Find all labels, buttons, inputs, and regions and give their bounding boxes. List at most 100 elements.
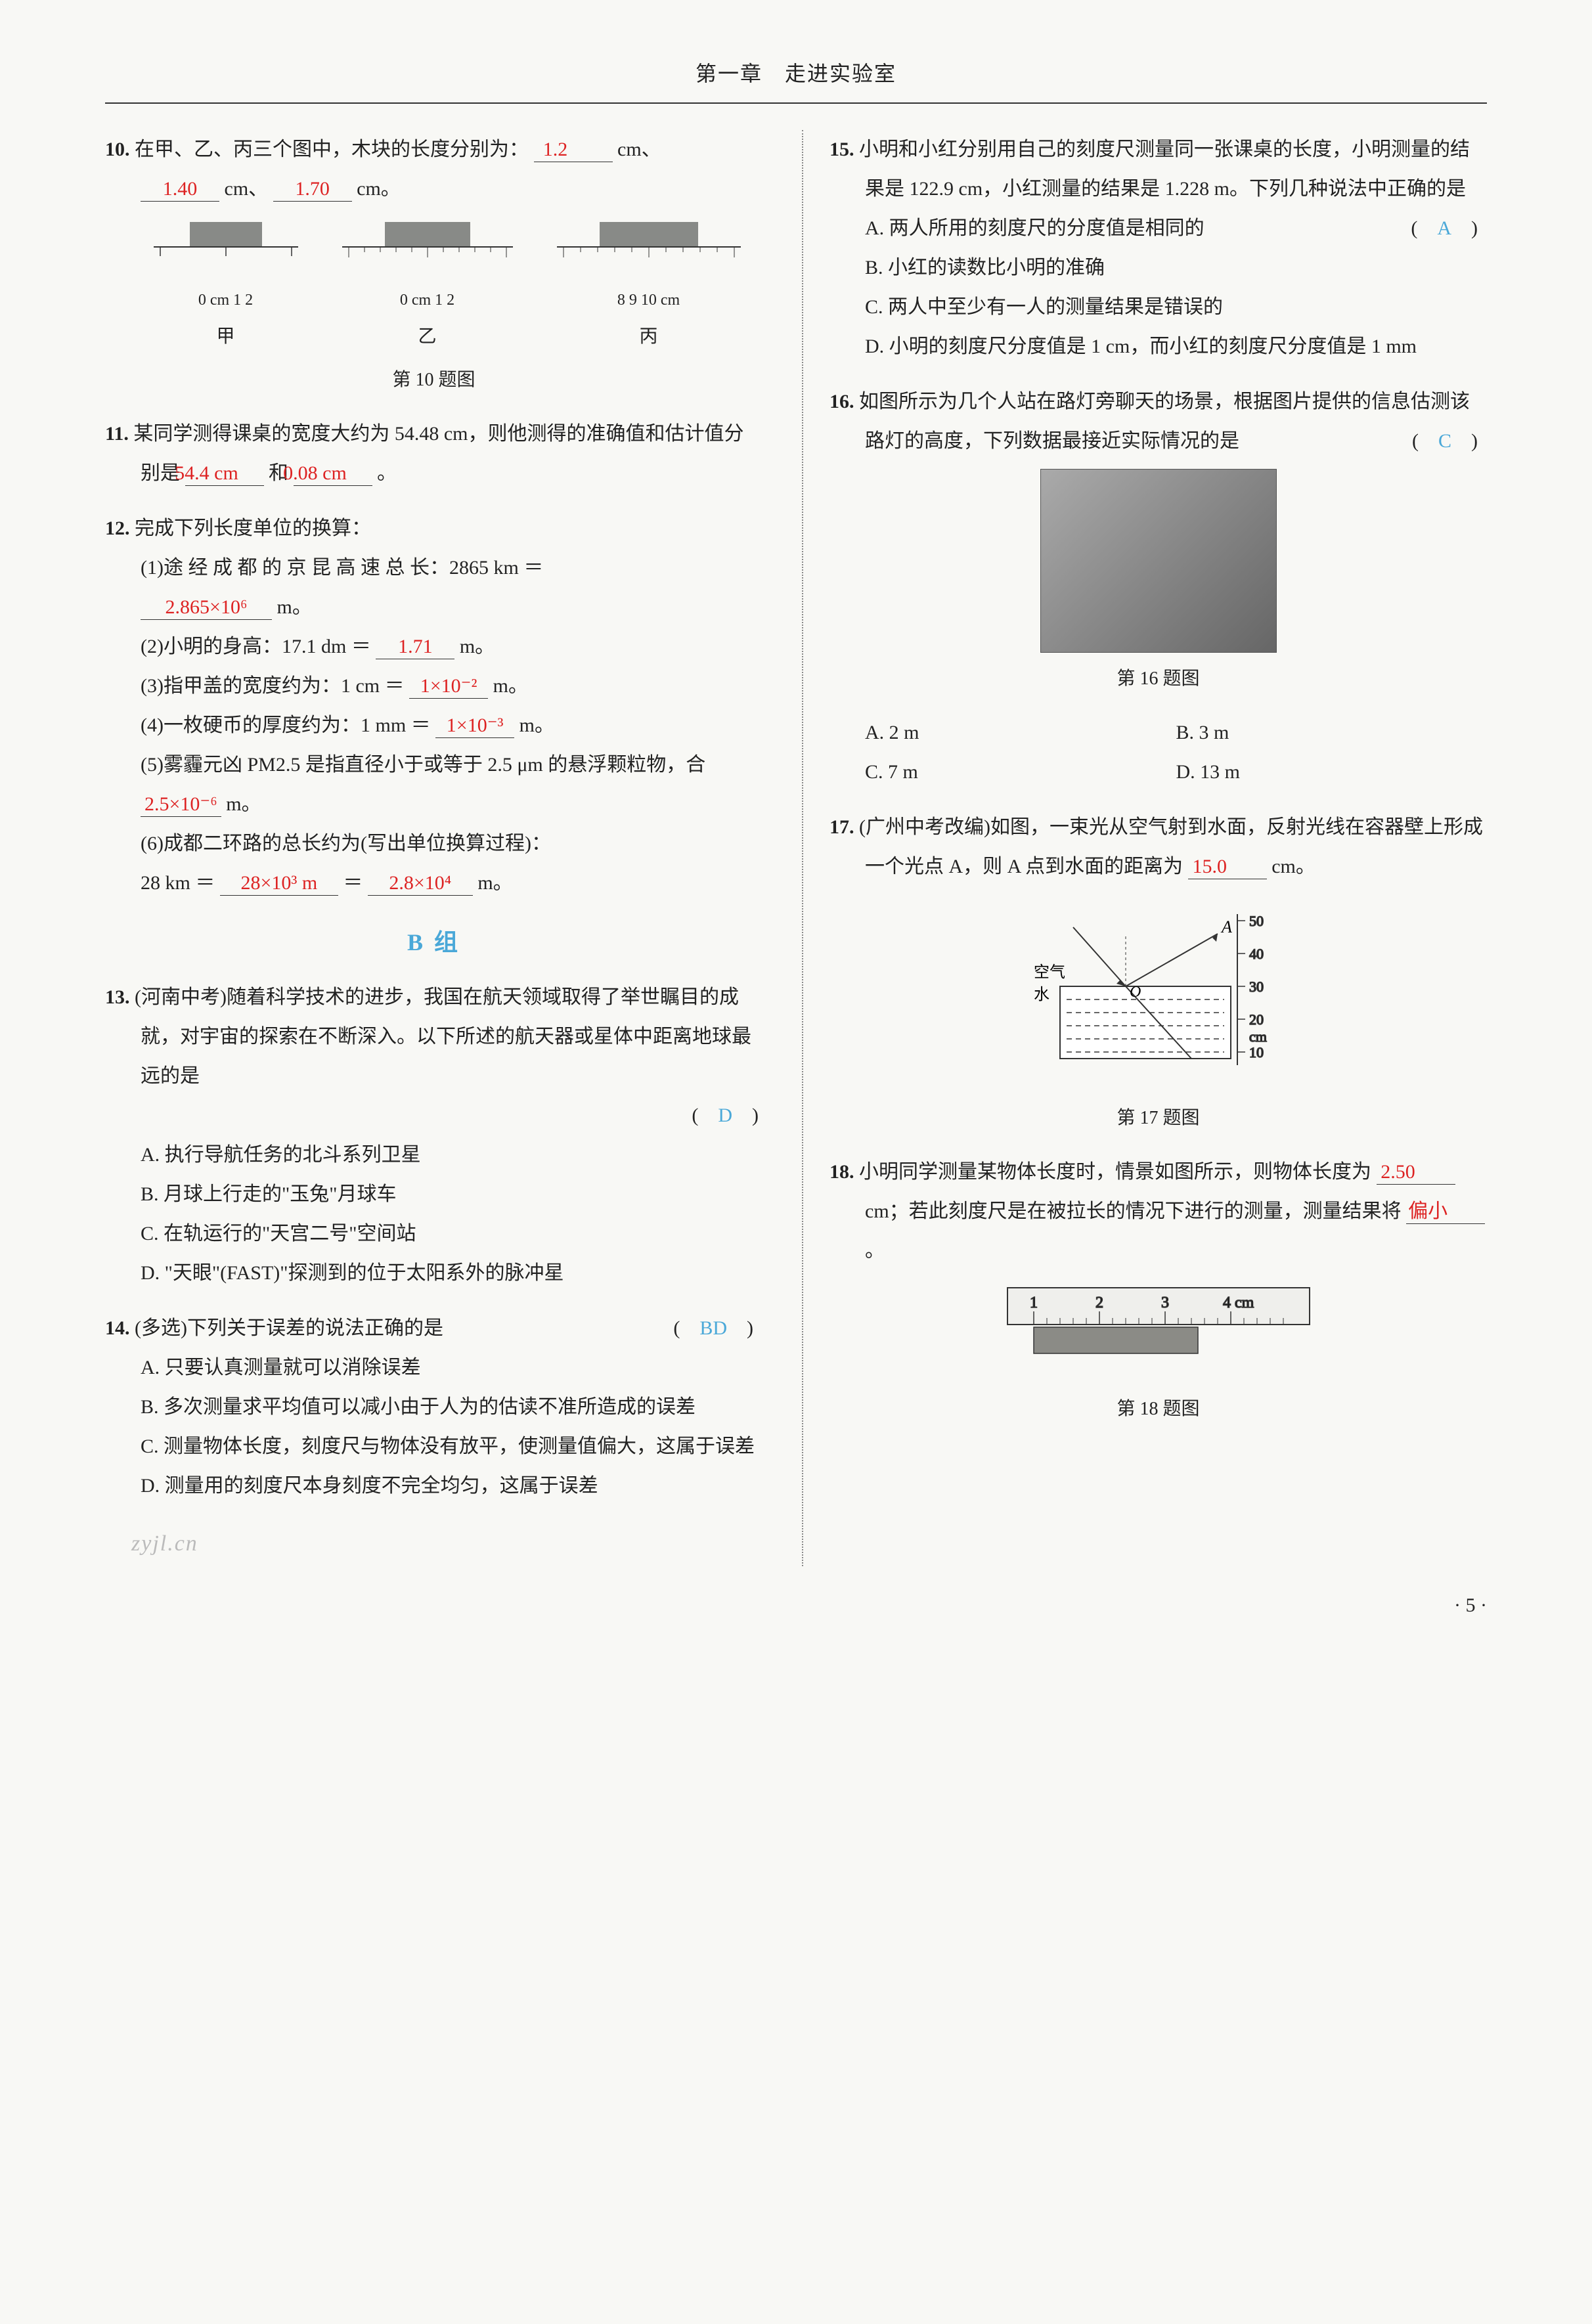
q14-number: 14. [105, 1317, 130, 1339]
q12-s5ans: 2.5×10⁻⁶ [141, 793, 221, 817]
section-b-heading: B 组 [105, 919, 763, 966]
ruler-bing-label: 丙 [557, 318, 741, 355]
q15-optD: D. 小明的刻度尺分度值是 1 cm，而小红的刻度尺分度值是 1 mm [829, 327, 1487, 366]
q18-text-c: 。 [865, 1240, 885, 1261]
question-14: 14. (多选)下列关于误差的说法正确的是 ( BD ) A. 只要认真测量就可… [105, 1309, 763, 1506]
right-column: 15. 小明和小红分别用自己的刻度尺测量同一张课桌的长度，小明测量的结果是 12… [802, 130, 1487, 1566]
q15-answer: A [1437, 217, 1451, 239]
q17-text-a: (广州中考改编)如图，一束光从空气射到水面，反射光线在容器壁上形成一个光点 A，… [859, 816, 1483, 877]
q12-s6ans2: 2.8×10⁴ [368, 871, 473, 896]
q17-point-a: A [1220, 917, 1232, 936]
q18-number: 18. [829, 1161, 854, 1183]
q17-caption: 第 17 题图 [829, 1100, 1487, 1137]
q12-s4a: (4)一枚硬币的厚度约为：1 mm ＝ [141, 714, 431, 736]
q14-optA: A. 只要认真测量就可以消除误差 [105, 1348, 763, 1388]
question-15: 15. 小明和小红分别用自己的刻度尺测量同一张课桌的长度，小明测量的结果是 12… [829, 130, 1487, 366]
q13-optC: C. 在轨运行的"天宫二号"空间站 [105, 1214, 763, 1254]
q10-ans3: 1.70 [273, 177, 352, 202]
q17-diagram: A O 空气 水 50 40 30 20 10 cm [1021, 894, 1296, 1092]
q15-optC: C. 两人中至少有一人的测量结果是错误的 [829, 288, 1487, 327]
ruler-jia-label: 甲 [154, 318, 298, 355]
q13-text: (河南中考)随着科学技术的进步，我国在航天领域取得了举世瞩目的成就，对宇宙的探索… [135, 986, 751, 1087]
q12-number: 12. [105, 517, 130, 539]
question-12: 12. 完成下列长度单位的换算： (1)途 经 成 都 的 京 昆 高 速 总 … [105, 509, 763, 903]
q12-s4ans: 1×10⁻³ [435, 714, 514, 738]
chapter-title: 第一章 走进实验室 [696, 62, 896, 85]
q12-s5a: (5)雾霾元凶 PM2.5 是指直径小于或等于 2.5 μm 的悬浮颗粒物，合 [141, 754, 705, 776]
q10-ans2: 1.40 [141, 177, 219, 202]
q18-text-a: 小明同学测量某物体长度时，情景如图所示，则物体长度为 [859, 1161, 1371, 1183]
svg-text:40: 40 [1249, 946, 1264, 962]
ruler-jia-ticks: 0 cm 1 2 [154, 284, 298, 316]
svg-text:1: 1 [1030, 1294, 1038, 1311]
q17-air-label: 空气 [1034, 963, 1065, 981]
q10-ans1: 1.2 [534, 138, 613, 162]
q12-s2ans: 1.71 [376, 635, 454, 659]
q12-s3a: (3)指甲盖的宽度约为：1 cm ＝ [141, 675, 405, 697]
q18-caption: 第 18 题图 [829, 1391, 1487, 1428]
q14-answer: BD [699, 1317, 727, 1339]
q13-optD: D. "天眼"(FAST)"探测到的位于太阳系外的脉冲星 [105, 1254, 763, 1293]
question-17: 17. (广州中考改编)如图，一束光从空气射到水面，反射光线在容器壁上形成一个光… [829, 808, 1487, 1137]
q12-s4b: m。 [520, 714, 554, 736]
svg-text:3: 3 [1161, 1294, 1169, 1311]
q12-s6a: (6)成都二环路的总长约为(写出单位换算过程)： [141, 833, 551, 854]
q16-answer: C [1438, 430, 1451, 452]
q15-optB: B. 小红的读数比小明的准确 [829, 248, 1487, 288]
svg-text:cm: cm [1249, 1028, 1267, 1045]
ruler-yi: 0 cm 1 2 乙 [342, 222, 513, 355]
q10-unit2: cm、 [225, 178, 269, 200]
q12-s6mid: ＝ [343, 872, 368, 894]
q14-optD: D. 测量用的刻度尺本身刻度不完全均匀，这属于误差 [105, 1466, 763, 1506]
q13-optB: B. 月球上行走的"玉兔"月球车 [105, 1175, 763, 1214]
q12-s1ans: 2.865×10⁶ [141, 596, 272, 620]
q12-s3ans: 1×10⁻² [409, 674, 488, 699]
q16-text: 如图所示为几个人站在路灯旁聊天的场景，根据图片提供的信息估测该路灯的高度，下列数… [859, 391, 1470, 452]
q12-s2a: (2)小明的身高：17.1 dm ＝ [141, 636, 371, 657]
q12-s5b: m。 [226, 793, 261, 815]
question-18: 18. 小明同学测量某物体长度时，情景如图所示，则物体长度为 2.50 cm；若… [829, 1152, 1487, 1428]
q14-optB: B. 多次测量求平均值可以减小由于人为的估读不准所造成的误差 [105, 1388, 763, 1427]
q17-origin: O [1130, 984, 1141, 1001]
q13-optA: A. 执行导航任务的北斗系列卫星 [105, 1135, 763, 1175]
q12-s1a: (1)途 经 成 都 的 京 昆 高 速 总 长：2865 km ＝ [141, 557, 543, 579]
q11-ans1: 54.4 cm [185, 462, 264, 486]
q18-figure: 1 2 3 4 cm [994, 1281, 1323, 1380]
q13-number: 13. [105, 986, 130, 1008]
q17-water-label: 水 [1034, 986, 1050, 1003]
q12-s3b: m。 [493, 675, 528, 697]
ruler-bing: 8 9 10 cm 丙 [557, 222, 741, 355]
svg-text:50: 50 [1249, 913, 1264, 929]
ruler-bing-ticks: 8 9 10 cm [557, 284, 741, 316]
q12-text: 完成下列长度单位的换算： [135, 517, 371, 539]
q18-ans1: 2.50 [1377, 1160, 1455, 1185]
q16-number: 16. [829, 391, 854, 412]
question-13: 13. (河南中考)随着科学技术的进步，我国在航天领域取得了举世瞩目的成就，对宇… [105, 978, 763, 1293]
q17-ans: 15.0 [1188, 855, 1267, 879]
q10-caption: 第 10 题图 [105, 362, 763, 399]
q15-text: 小明和小红分别用自己的刻度尺测量同一张课桌的长度，小明测量的结果是 122.9 … [859, 139, 1470, 200]
q12-s6c: m。 [477, 872, 512, 894]
svg-text:10: 10 [1249, 1044, 1264, 1061]
ruler-yi-ticks: 0 cm 1 2 [342, 284, 513, 316]
q16-optA: A. 2 m [865, 713, 1176, 753]
q17-number: 17. [829, 816, 854, 838]
question-11: 11. 某同学测得课桌的宽度大约为 54.48 cm，则他测得的准确值和估计值分… [105, 414, 763, 493]
q13-answer: D [718, 1105, 732, 1126]
svg-text:2: 2 [1095, 1294, 1103, 1311]
q11-tail: 。 [377, 462, 397, 484]
page-number: · 5 · [105, 1586, 1487, 1625]
q17-text-b: cm。 [1271, 856, 1316, 877]
q16-caption: 第 16 题图 [829, 661, 1487, 697]
q14-text: (多选)下列关于误差的说法正确的是 [135, 1317, 443, 1339]
q18-ans2: 偏小 [1406, 1200, 1485, 1224]
question-10: 10. 在甲、乙、丙三个图中，木块的长度分别为： 1.2 cm、 1.40 cm… [105, 130, 763, 399]
svg-text:4 cm: 4 cm [1223, 1294, 1254, 1311]
q10-figure: 0 cm 1 2 甲 0 cm 1 2 乙 8 9 10 cm [105, 222, 763, 355]
q10-unit3: cm。 [357, 178, 401, 200]
q15-number: 15. [829, 139, 854, 160]
content-columns: 10. 在甲、乙、丙三个图中，木块的长度分别为： 1.2 cm、 1.40 cm… [105, 130, 1487, 1566]
q16-optB: B. 3 m [1176, 713, 1488, 753]
svg-text:20: 20 [1249, 1011, 1264, 1028]
q10-number: 10. [105, 139, 130, 160]
